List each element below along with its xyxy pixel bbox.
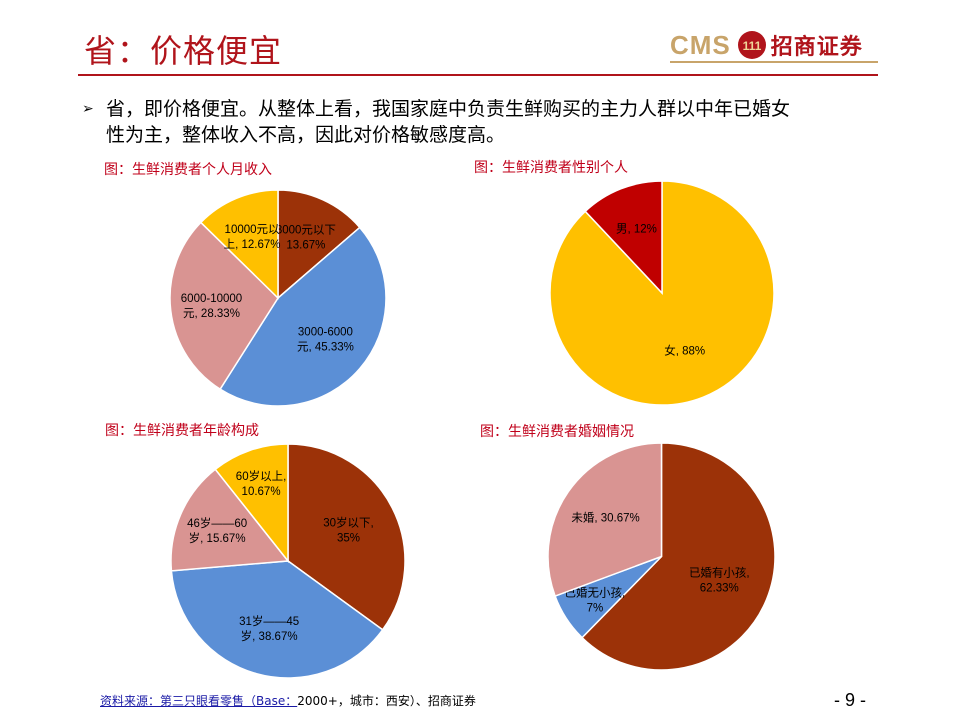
pie-slice-label: 30岁以下, 35%: [323, 516, 374, 545]
pie-slice-label: 3000-6000 元, 45.33%: [297, 326, 354, 353]
brand-logo: CMS 111 招商证券: [670, 29, 863, 61]
summary-bullet: ➢ 省，即价格便宜。从整体上看，我国家庭中负责生鲜购买的主力人群以中年已婚女 性…: [82, 96, 882, 148]
pie-slice: [581, 442, 776, 671]
arrow-bullet-icon: ➢: [82, 101, 94, 117]
logo-latin-text: CMS: [670, 29, 731, 60]
logo-underline: [670, 61, 878, 63]
source-link[interactable]: 资料来源：第三只眼看零售（Base：: [100, 694, 298, 708]
chart-title-income: 图：生鲜消费者个人月收入: [104, 162, 272, 178]
pie-slice: [170, 468, 290, 572]
pie-slice: [584, 180, 663, 295]
bullet-text-line1: 省，即价格便宜。从整体上看，我国家庭中负责生鲜购买的主力人群以中年已婚女: [106, 98, 791, 120]
logo-mark-text: 111: [742, 39, 761, 53]
pie-chart-age: 30岁以下, 35% 31岁——45 岁, 38.67% 46岁——60 岁, 15.67…: [170, 443, 406, 679]
pie-slice: [287, 443, 406, 631]
pie-slice-label: 未婚, 30.67%: [571, 511, 639, 525]
pie-slice-label: 60岁以上, 10.67%: [236, 469, 286, 498]
pie-slice-label: 已婚无小孩, 7%: [565, 585, 626, 614]
page-number: - 9 -: [834, 690, 867, 710]
pie-slice: [547, 442, 663, 598]
logo-mark-icon: 111: [737, 31, 766, 59]
pie-slice-label: 女, 88%: [664, 343, 705, 357]
pie-slice-label: 已婚有小孩, 62.33%: [689, 566, 750, 595]
logo-chinese-text: 招商证券: [770, 35, 863, 60]
title-divider: [78, 74, 878, 76]
pie-chart-gender: 女, 88% 男, 12%: [549, 180, 775, 406]
pie-slice: [169, 221, 279, 391]
chart-title-age: 图：生鲜消费者年龄构成: [105, 423, 259, 439]
pie-slice-label: 男, 12%: [616, 223, 657, 235]
page-title: 省：价格便宜: [84, 32, 283, 70]
pie-chart-income: 3000元以下 13.67% 3000-6000 元, 45.33% 6000-1000…: [169, 189, 387, 407]
pie-slice: [277, 189, 361, 300]
source-note: 资料来源：第三只眼看零售（Base：2000+，城市：西安）、招商证券: [100, 692, 476, 709]
pie-slice: [214, 443, 289, 564]
chart-title-marriage: 图：生鲜消费者婚姻情况: [480, 424, 634, 440]
pie-slice-label: 10000元以上, 12.67%: [224, 223, 281, 251]
pie-slice-label: 3000元以下 13.67%: [276, 224, 336, 252]
chart-title-gender: 图：生鲜消费者性别个人: [474, 160, 628, 176]
pie-slice: [219, 226, 387, 407]
pie-slice-label: 6000-10000 元, 28.33%: [181, 293, 242, 320]
pie-chart-marriage: 已婚有小孩, 62.33% 已婚无小孩, 7% 未婚, 30.67%: [547, 442, 776, 671]
pie-slice: [199, 189, 279, 300]
bullet-text-line2: 性为主，整体收入不高，因此对价格敏感度高。: [106, 124, 506, 146]
pie-slice: [170, 560, 384, 679]
source-rest: 2000+，城市：西安）、招商证券: [297, 694, 476, 708]
pie-slice-label: 46岁——60 岁, 15.67%: [187, 516, 247, 545]
pie-slice-label: 31岁——45 岁, 38.67%: [239, 614, 299, 643]
